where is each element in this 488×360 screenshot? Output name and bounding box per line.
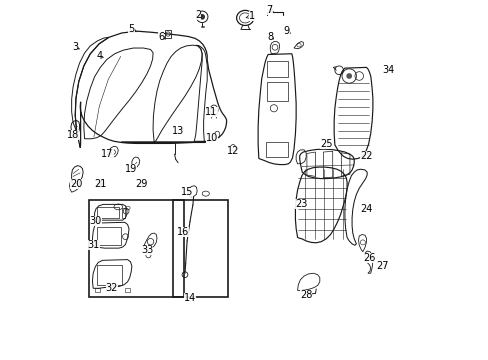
Text: 31: 31 [87, 240, 100, 250]
Text: 17: 17 [101, 149, 114, 159]
Text: 2: 2 [194, 10, 201, 20]
Text: 13: 13 [172, 126, 184, 135]
Text: 10: 10 [205, 133, 218, 143]
Text: 20: 20 [70, 179, 82, 189]
Bar [266, 61, 287, 77]
Bar [266, 82, 287, 101]
Text: 24: 24 [360, 204, 372, 214]
Bar [122, 208, 125, 218]
Circle shape [99, 181, 103, 185]
Text: 29: 29 [135, 179, 147, 189]
Text: 23: 23 [294, 199, 307, 210]
Bar [94, 288, 100, 292]
Text: 32: 32 [105, 283, 118, 293]
Text: 3: 3 [72, 42, 78, 52]
Text: 18: 18 [67, 130, 79, 140]
Text: 7: 7 [266, 5, 272, 15]
Text: 11: 11 [205, 107, 217, 117]
Text: 22: 22 [360, 150, 372, 161]
Text: 9: 9 [283, 26, 289, 36]
Text: 27: 27 [375, 261, 387, 271]
Text: 15: 15 [181, 187, 193, 197]
Text: 21: 21 [94, 179, 106, 189]
Text: 6: 6 [158, 32, 164, 41]
Text: 16: 16 [176, 227, 188, 237]
Text: 14: 14 [183, 293, 196, 303]
Text: 5: 5 [128, 24, 134, 34]
Circle shape [346, 73, 351, 79]
Text: 8: 8 [267, 32, 273, 41]
Bar [164, 30, 171, 38]
Bar [88, 200, 183, 297]
Text: 34: 34 [381, 64, 393, 75]
Bar [97, 207, 119, 218]
Circle shape [199, 14, 204, 20]
Text: 25: 25 [319, 139, 332, 149]
Text: 33: 33 [141, 245, 153, 255]
Bar [97, 227, 121, 245]
Text: 1: 1 [248, 11, 254, 21]
Text: 12: 12 [226, 145, 239, 156]
Bar [97, 265, 122, 285]
Bar [173, 201, 227, 297]
Text: 30: 30 [89, 216, 102, 226]
Text: 4: 4 [96, 51, 102, 61]
Bar [265, 142, 287, 157]
Text: 19: 19 [125, 164, 137, 174]
Text: 26: 26 [363, 253, 375, 263]
Bar [124, 288, 129, 292]
Text: 28: 28 [299, 290, 312, 300]
